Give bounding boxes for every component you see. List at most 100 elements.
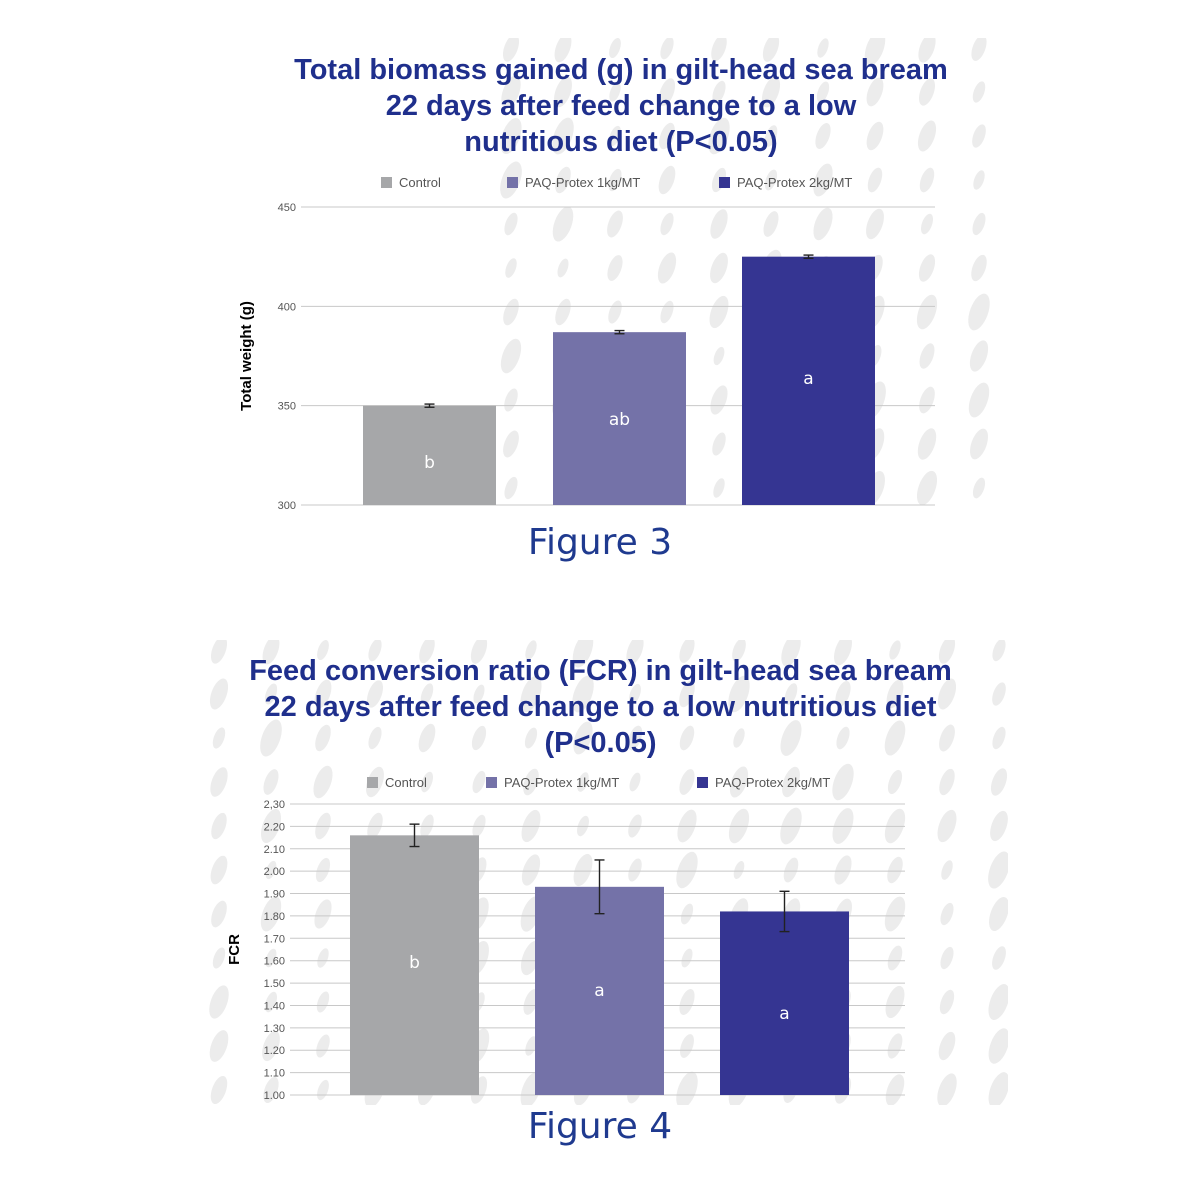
chart-title-line: nutritious diet (P<0.05) — [464, 126, 778, 158]
figure-caption: Figure 3 — [527, 522, 673, 563]
background-dot — [607, 255, 623, 281]
background-dot — [418, 723, 436, 753]
background-dot — [918, 78, 936, 106]
y-tick-label: 450 — [278, 202, 296, 214]
background-dot — [712, 80, 726, 104]
y-tick-label: 2.00 — [264, 866, 285, 878]
background-dot — [887, 856, 903, 884]
background-dot — [732, 640, 746, 662]
y-tick-label: 2,30 — [264, 799, 285, 811]
bar — [742, 256, 875, 505]
background-dot — [834, 855, 852, 885]
y-tick-label: 400 — [278, 301, 296, 313]
background-dot — [988, 851, 1008, 889]
background-dot — [937, 809, 957, 843]
background-dot — [317, 640, 329, 661]
y-tick-label: 2.10 — [264, 844, 285, 856]
error-bar — [614, 329, 625, 335]
background-dot — [937, 678, 957, 710]
background-dot — [971, 38, 987, 61]
background-dot — [524, 727, 538, 749]
y-tick-label: 1.30 — [264, 1023, 285, 1035]
background-dot — [500, 338, 522, 374]
background-dot — [938, 640, 956, 664]
background-dot — [504, 212, 518, 236]
background-dot — [709, 295, 729, 329]
bar-significance-label: a — [803, 369, 813, 389]
background-dot — [970, 428, 988, 460]
background-dot — [658, 165, 676, 195]
legend-label: PAQ-Protex 1kg/MT — [504, 775, 619, 790]
background-dot — [834, 640, 852, 666]
background-dot — [761, 76, 781, 108]
background-dot — [525, 640, 537, 660]
background-dot — [658, 78, 676, 106]
bar-significance-label: a — [594, 981, 604, 1001]
y-tick-label: 1.80 — [264, 911, 285, 923]
background-dot — [573, 853, 593, 887]
background-dot — [679, 989, 695, 1015]
background-dot — [992, 726, 1006, 750]
background-dot — [470, 640, 488, 664]
legend-swatch — [367, 777, 378, 788]
background-dot — [939, 989, 955, 1015]
bar-significance-label: b — [409, 953, 420, 973]
background-dot — [832, 763, 854, 801]
background-dot — [919, 386, 935, 414]
background-dot — [969, 340, 989, 372]
legend-swatch — [507, 177, 518, 188]
background-dot — [887, 769, 903, 795]
background-dot — [886, 679, 904, 709]
background-dot — [501, 75, 521, 109]
background-dot — [676, 851, 698, 889]
background-dot — [316, 991, 330, 1013]
background-dot — [262, 1030, 280, 1062]
background-dot — [889, 640, 901, 660]
background-dot — [315, 857, 331, 883]
y-tick-label: 1.50 — [264, 978, 285, 990]
y-tick-label: 1.20 — [264, 1045, 285, 1057]
background-dot — [762, 38, 780, 62]
background-dot — [265, 860, 277, 880]
background-dot — [884, 720, 906, 756]
background-dot — [209, 678, 229, 710]
background-dot — [884, 896, 906, 932]
background-dot — [503, 430, 519, 458]
background-dot — [503, 298, 519, 326]
background-dot — [572, 675, 594, 713]
background-dot — [681, 948, 693, 968]
chart-title-line: Total biomass gained (g) in gilt-head se… — [294, 54, 948, 86]
error-bar — [409, 823, 420, 848]
background-dot — [315, 724, 331, 752]
background-dot — [713, 346, 725, 366]
background-dot — [835, 681, 851, 707]
background-dot — [608, 168, 622, 192]
background-dot — [420, 771, 434, 793]
background-dot — [939, 724, 955, 752]
background-dot — [660, 212, 674, 236]
background-dot — [473, 684, 485, 704]
background-dot — [552, 117, 574, 155]
legend-swatch — [486, 777, 497, 788]
background-dot — [937, 1073, 957, 1105]
y-tick-label: 350 — [278, 401, 296, 413]
error-bar — [424, 403, 435, 408]
background-dot — [989, 897, 1008, 931]
background-dot — [971, 254, 987, 282]
background-dot — [988, 984, 1008, 1020]
error-bar — [594, 859, 605, 915]
figure-caption: Figure 4 — [527, 1106, 673, 1147]
background-dot — [988, 1028, 1008, 1064]
legend: Control PAQ-Protex 1kg/MT PAQ-Protex 2kg/M… — [381, 175, 852, 190]
background-dot — [710, 209, 728, 239]
background-dot — [627, 725, 643, 751]
background-dot — [919, 167, 935, 193]
chart-title-line: (P<0.05) — [544, 727, 657, 759]
background-dot — [471, 725, 487, 751]
background-dot — [555, 298, 571, 326]
background-dot — [941, 860, 953, 880]
legend-label: Control — [399, 175, 441, 190]
background-dot — [210, 767, 228, 797]
background-dot — [557, 258, 569, 278]
background-dot — [521, 854, 541, 886]
